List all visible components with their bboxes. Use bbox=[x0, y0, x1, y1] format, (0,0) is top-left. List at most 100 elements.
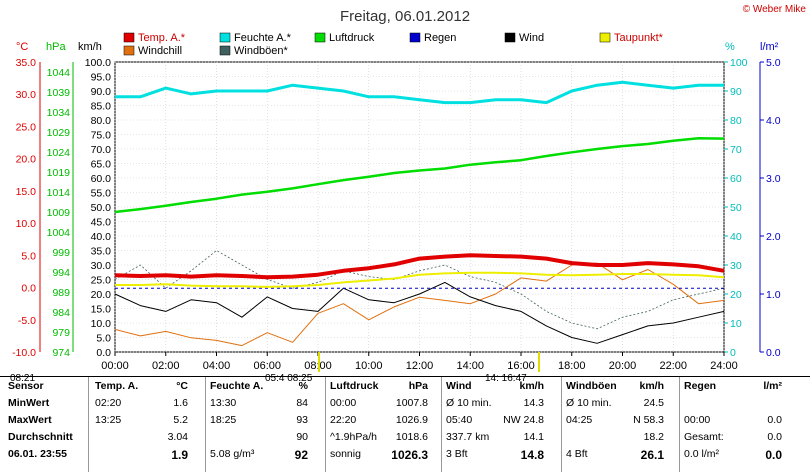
x-tick-label: 06:00 bbox=[253, 360, 281, 372]
axis-title-rain: l/m² bbox=[760, 41, 779, 53]
x-tick-label: 24:00 bbox=[710, 360, 738, 372]
table-header: Regen bbox=[684, 380, 717, 392]
wind-tick-label: 30.0 bbox=[91, 260, 112, 272]
table-header-unit: % bbox=[298, 380, 308, 392]
legend-label: Luftdruck bbox=[329, 32, 375, 44]
table-header: Windböen bbox=[566, 380, 617, 392]
rain-tick-label: 1.0 bbox=[766, 289, 781, 301]
press-tick-label: 1009 bbox=[47, 207, 71, 219]
temp-tick-label: 30.0 bbox=[16, 89, 37, 101]
series-temp-a bbox=[114, 253, 725, 280]
legend: Temp. A.* Feuchte A.* Luftdruck Regen Wind Ta… bbox=[123, 32, 664, 57]
column-separator bbox=[325, 377, 326, 472]
legend-swatch bbox=[504, 32, 516, 43]
table-cell-label: 13:30 bbox=[210, 397, 237, 409]
table-cell-value: 1007.8 bbox=[395, 397, 428, 409]
wind-tick-label: 100.0 bbox=[85, 57, 111, 69]
table-cell-label: 337.7 km bbox=[446, 431, 490, 443]
rain-tick-label: 3.0 bbox=[766, 173, 781, 185]
temp-tick-label: -5.0 bbox=[18, 315, 36, 327]
wind-tick-label: 65.0 bbox=[91, 159, 112, 171]
sunrise-marker: 05:4 08:25 bbox=[265, 373, 313, 384]
table-cell-value: 1018.6 bbox=[395, 431, 428, 443]
table-cell-label: Gesamt: bbox=[684, 431, 724, 443]
column-separator bbox=[561, 377, 562, 472]
table-cell-value: NW 24.8 bbox=[503, 414, 544, 426]
table-cell-label: 05:40 bbox=[446, 414, 473, 426]
time-marker-left: 08:21 bbox=[10, 373, 35, 384]
wind-tick-label: 40.0 bbox=[91, 231, 112, 243]
hum-tick-label: 50 bbox=[730, 202, 742, 214]
table-cell-label: sonnig bbox=[330, 448, 361, 460]
press-tick-label: 979 bbox=[52, 327, 70, 339]
table-cell-value: 84 bbox=[296, 397, 308, 409]
press-tick-label: 1034 bbox=[47, 107, 71, 119]
table-header-sensor: Sensor bbox=[8, 380, 44, 392]
table-cell-label: 18:25 bbox=[210, 414, 237, 426]
table-header-unit: km/h bbox=[519, 380, 544, 392]
wind-tick-label: 80.0 bbox=[91, 115, 112, 127]
series-wind bbox=[114, 281, 725, 344]
press-tick-label: 1029 bbox=[47, 127, 71, 139]
axis-title-hum: % bbox=[725, 41, 735, 53]
table-cell-label: ^1.9hPa/h bbox=[330, 431, 377, 443]
table-cell-label: 00:00 bbox=[330, 397, 357, 409]
wind-tick-label: 35.0 bbox=[91, 246, 112, 258]
legend-label: Taupunkt* bbox=[614, 32, 664, 44]
table-header: Temp. A. bbox=[95, 380, 139, 392]
x-tick-label: 00:00 bbox=[101, 360, 129, 372]
table-cell-value: 24.5 bbox=[643, 397, 664, 409]
table-cell-label: 00:00 bbox=[684, 414, 711, 426]
legend-label: Temp. A.* bbox=[138, 32, 186, 44]
wind-tick-label: 20.0 bbox=[91, 289, 112, 301]
time-markers: 08:21 05:4 08:25 14: 16:47 bbox=[10, 352, 540, 384]
x-tick-label: 14:00 bbox=[456, 360, 484, 372]
press-tick-label: 974 bbox=[52, 347, 70, 359]
table-cell-label: 0.0 l/m² bbox=[684, 448, 720, 460]
wind-tick-label: 90.0 bbox=[91, 86, 112, 98]
x-tick-label: 20:00 bbox=[609, 360, 637, 372]
press-tick-label: 1014 bbox=[47, 187, 71, 199]
copyright: © Weber Mike bbox=[743, 4, 807, 15]
rain-tick-label: 4.0 bbox=[766, 115, 781, 127]
legend-label: Windchill bbox=[138, 45, 182, 57]
press-tick-label: 989 bbox=[52, 287, 70, 299]
series-windb-en bbox=[114, 250, 725, 330]
hum-tick-label: 80 bbox=[730, 115, 742, 127]
rain-tick-label: 0.0 bbox=[766, 347, 781, 359]
x-tick-label: 04:00 bbox=[203, 360, 231, 372]
x-tick-label: 10:00 bbox=[355, 360, 383, 372]
table-cell-value: 1.6 bbox=[173, 397, 188, 409]
axis-title-press: hPa bbox=[46, 41, 66, 53]
column-separator bbox=[679, 377, 680, 472]
table-cell-label: 4 Bft bbox=[566, 448, 588, 460]
table-cell-label: 22:20 bbox=[330, 414, 357, 426]
wind-tick-label: 60.0 bbox=[91, 173, 112, 185]
legend-swatch bbox=[123, 32, 135, 43]
wind-tick-label: 70.0 bbox=[91, 144, 112, 156]
legend-swatch bbox=[599, 32, 611, 43]
y-axes: 100.095.090.085.080.075.070.065.060.055.… bbox=[12, 57, 781, 359]
wind-tick-label: 95.0 bbox=[91, 72, 112, 84]
legend-swatch bbox=[409, 32, 421, 43]
hum-tick-label: 10 bbox=[730, 318, 742, 330]
series-windchill bbox=[114, 262, 725, 347]
wind-tick-label: 10.0 bbox=[91, 318, 112, 330]
legend-label: Wind bbox=[519, 32, 544, 44]
legend-label: Regen bbox=[424, 32, 456, 44]
rain-tick-label: 2.0 bbox=[766, 231, 781, 243]
table-cell-value: 1.9 bbox=[171, 448, 188, 462]
press-tick-label: 1039 bbox=[47, 87, 71, 99]
wind-tick-label: 25.0 bbox=[91, 275, 112, 287]
x-tick-label: 12:00 bbox=[406, 360, 434, 372]
legend-swatch bbox=[219, 45, 231, 56]
legend-label: Feuchte A.* bbox=[234, 32, 292, 44]
wind-tick-label: 55.0 bbox=[91, 188, 112, 200]
axis-title-temp: °C bbox=[16, 41, 28, 53]
temp-tick-label: 0.0 bbox=[21, 283, 36, 295]
series-taupunkt bbox=[115, 271, 725, 288]
table-header: Feuchte A. bbox=[210, 380, 264, 392]
table-cell-value: 1026.3 bbox=[391, 448, 428, 462]
column-separator bbox=[205, 377, 206, 472]
table-cell-label: 02:20 bbox=[95, 397, 122, 409]
